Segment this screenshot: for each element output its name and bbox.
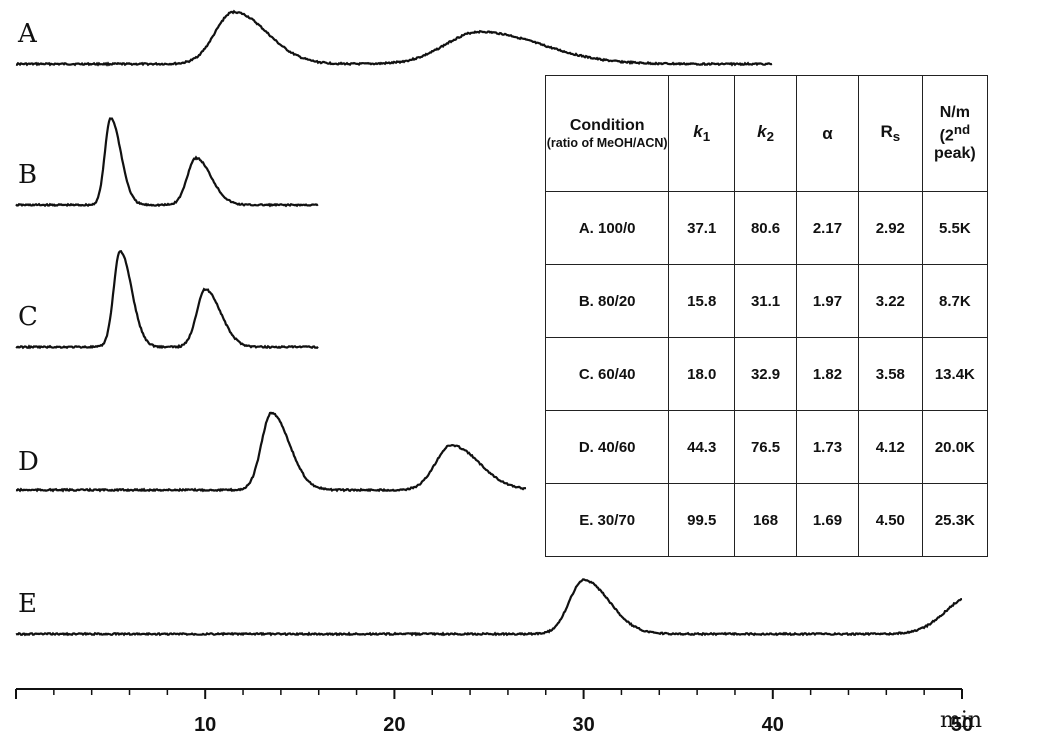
x-tick-label: 20 [383, 714, 405, 736]
cell-k1: 18.0 [668, 337, 736, 411]
table-header-row: Condition (ratio of MeOH/ACN) k1 k2 α Rs… [544, 75, 989, 192]
header-rs: Rs [857, 75, 923, 192]
trace-d [15, 411, 527, 493]
table-row: C. 60/40 18.0 32.9 1.82 3.58 13.4K [544, 337, 989, 411]
header-k2: k2 [734, 75, 797, 192]
x-tick-label: 50 [951, 714, 973, 736]
cell-alpha: 2.17 [796, 191, 859, 265]
cell-nm: 20.0K [921, 410, 989, 484]
separation-results-table: Condition (ratio of MeOH/ACN) k1 k2 α Rs… [544, 75, 989, 557]
cell-k1: 44.3 [668, 410, 736, 484]
trace-label-a: A [17, 19, 38, 49]
x-axis: 10 20 30 40 50 min [15, 688, 982, 736]
cell-rs: 3.58 [857, 337, 923, 411]
chromatogram-traces: A B C D E [15, 9, 963, 637]
trace-label-d: D [18, 447, 39, 477]
cell-nm: 13.4K [921, 337, 989, 411]
cell-rs: 4.50 [857, 483, 923, 557]
cell-alpha: 1.82 [796, 337, 859, 411]
cell-alpha: 1.73 [796, 410, 859, 484]
trace-label-b: B [18, 160, 37, 190]
header-k1: k1 [668, 75, 736, 192]
cell-k1: 15.8 [668, 264, 736, 338]
x-tick-label: 10 [194, 714, 216, 736]
cell-alpha: 1.97 [796, 264, 859, 338]
trace-label-c: C [18, 302, 38, 332]
cell-k1: 37.1 [668, 191, 736, 265]
x-tick-label: 40 [762, 714, 784, 736]
table-row: A. 100/0 37.1 80.6 2.17 2.92 5.5K [544, 191, 989, 265]
cell-k2: 168 [734, 483, 797, 557]
cell-condition: B. 80/20 [544, 264, 670, 338]
header-condition: Condition (ratio of MeOH/ACN) [544, 75, 670, 192]
table-row: E. 30/70 99.5 168 1.69 4.50 25.3K [544, 483, 989, 557]
cell-condition: E. 30/70 [544, 483, 670, 557]
x-axis-ticks: 10 20 30 40 50 [15, 689, 973, 736]
cell-rs: 3.22 [857, 264, 923, 338]
cell-alpha: 1.69 [796, 483, 859, 557]
trace-e [15, 578, 963, 637]
cell-k2: 31.1 [734, 264, 797, 338]
trace-c [15, 249, 319, 350]
header-alpha: α [796, 75, 859, 192]
cell-condition: C. 60/40 [544, 337, 670, 411]
table-row: D. 40/60 44.3 76.5 1.73 4.12 20.0K [544, 410, 989, 484]
cell-nm: 8.7K [921, 264, 989, 338]
trace-label-e: E [18, 589, 37, 619]
cell-k2: 80.6 [734, 191, 797, 265]
table-row: B. 80/20 15.8 31.1 1.97 3.22 8.7K [544, 264, 989, 338]
cell-condition: D. 40/60 [544, 410, 670, 484]
x-tick-label: 30 [572, 714, 594, 736]
header-nm: N/m (2nd peak) [921, 75, 989, 192]
cell-rs: 4.12 [857, 410, 923, 484]
cell-rs: 2.92 [857, 191, 923, 265]
cell-nm: 25.3K [921, 483, 989, 557]
trace-b [15, 117, 319, 208]
cell-condition: A. 100/0 [544, 191, 670, 265]
cell-k1: 99.5 [668, 483, 736, 557]
cell-k2: 76.5 [734, 410, 797, 484]
cell-nm: 5.5K [921, 191, 989, 265]
x-axis-unit-label: min [940, 708, 982, 733]
trace-a [15, 9, 773, 67]
cell-k2: 32.9 [734, 337, 797, 411]
